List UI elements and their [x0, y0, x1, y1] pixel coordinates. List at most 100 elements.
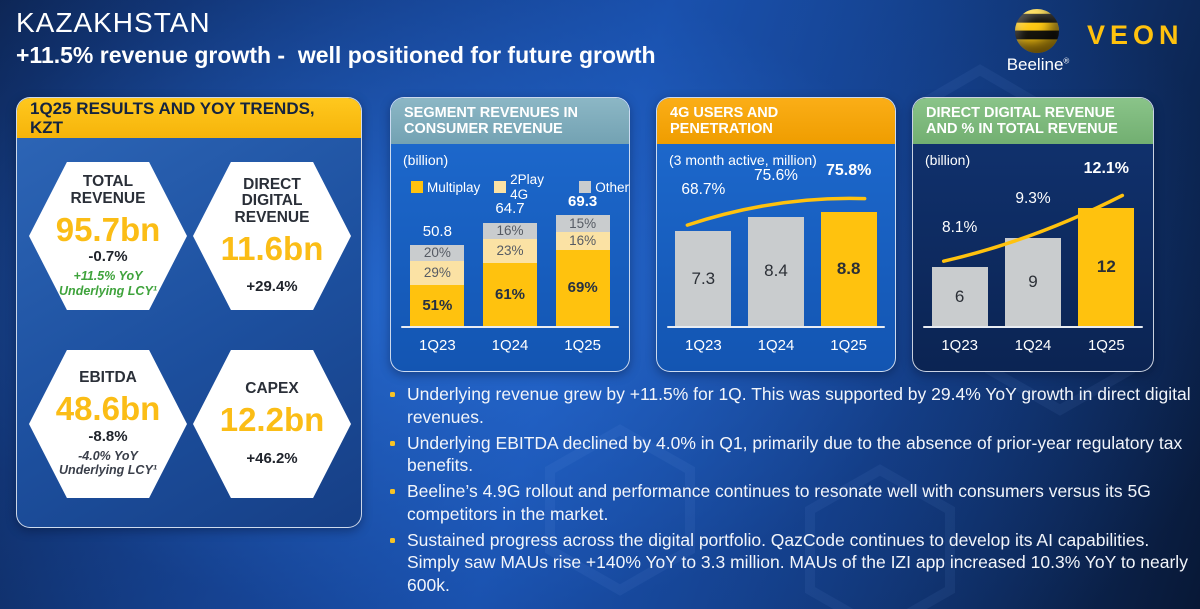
- bar-1Q23: 7.3: [675, 231, 732, 326]
- bar-1Q25: 8.8: [820, 211, 877, 326]
- legend-item-2play-4g: 2Play 4G: [494, 172, 565, 202]
- metric-change: +29.4%: [246, 278, 298, 296]
- metric-hexagon-3: EBITDA 48.6bn -8.8% -4.0% YoY Underlying LC…: [29, 350, 187, 498]
- legend-item-multiplay: Multiplay: [411, 172, 480, 202]
- legend-swatch: [494, 181, 507, 193]
- metric-title: EBITDA: [79, 369, 137, 387]
- x-axis-label: 1Q24: [491, 337, 529, 354]
- bar-segment-2play-4g: 16%: [555, 231, 610, 250]
- digital-revenue-panel: DIRECT DIGITAL REVENUE AND % IN TOTAL RE…: [912, 97, 1154, 372]
- 4g-x-axis: 1Q23 1Q24 1Q25: [667, 337, 885, 357]
- digital-x-axis: 1Q23 1Q24 1Q25: [923, 337, 1143, 357]
- bar-segment-multiplay: 51%: [410, 284, 465, 326]
- digital-axis-line: [923, 326, 1143, 328]
- segment-chart: (billion) Multiplay 2Play 4G Other 51% 29% 2…: [391, 144, 629, 371]
- segment-unit-label: (billion): [403, 152, 449, 168]
- bullet-item-1: Underlying revenue grew by +11.5% for 1Q…: [390, 383, 1200, 429]
- bar-value-label: 7.3: [691, 268, 716, 288]
- bullet-item-3: Beeline’s 4.9G rollout and performance c…: [390, 480, 1200, 526]
- bar-value-label: 6: [954, 286, 965, 306]
- legend-item-other: Other: [579, 172, 629, 202]
- bullet-text: Beeline’s 4.9G rollout and performance c…: [407, 481, 1151, 524]
- trend-value-label: 8.1%: [942, 219, 978, 237]
- bar-segment-other: 15%: [555, 215, 610, 232]
- metric-hexagon-1: TOTAL REVENUE 95.7bn -0.7% +11.5% YoY Under…: [29, 162, 187, 310]
- trend-value-label: 75.8%: [825, 161, 872, 179]
- stacked-bar-1Q25: 69% 16% 15%: [555, 215, 610, 326]
- segment-x-axis: 1Q23 1Q24 1Q25: [401, 337, 619, 357]
- segment-revenues-panel: SEGMENT REVENUES IN CONSUMER REVENUE (bi…: [390, 97, 630, 372]
- bullet-text: Underlying revenue grew by +11.5% for 1Q…: [407, 384, 1191, 427]
- trend-value-label: 9.3%: [1015, 189, 1051, 207]
- bar-segment-2play-4g: 29%: [410, 261, 465, 285]
- metric-value: 48.6bn: [55, 390, 161, 428]
- bar-segment-multiplay: 69%: [555, 249, 610, 326]
- bar-total-label: 69.3: [568, 193, 598, 211]
- segment-legend: Multiplay 2Play 4G Other: [411, 172, 629, 202]
- title-block: KAZAKHSTAN +11.5% revenue growth - well …: [16, 7, 656, 69]
- metric-hexagon-4: CAPEX 12.2bn +46.2%: [193, 350, 351, 498]
- page-title: KAZAKHSTAN: [16, 7, 211, 38]
- registered-mark: ®: [1063, 56, 1070, 66]
- bar-value-label: 8.8: [836, 258, 861, 278]
- segment-value-label: 51%: [422, 296, 453, 314]
- trend-line: [941, 193, 1125, 263]
- bar-segment-2play-4g: 23%: [483, 239, 537, 263]
- segment-value-label: 29%: [423, 265, 451, 281]
- 4g-plot-area: 7.3 68.7% 8.4 75.6% 8.8 75.8%: [667, 144, 885, 326]
- trend-value-label: 68.7%: [681, 181, 726, 199]
- metric-value: 12.2bn: [219, 401, 325, 439]
- digital-unit-label: (billion): [925, 152, 971, 168]
- segment-value-label: 16%: [569, 233, 597, 249]
- segment-plot-area: 51% 29% 20% 50.8 61% 23% 16% 64.7 69% 16% 15% 69.3: [401, 144, 619, 326]
- beeline-wordmark: Beeline®: [1006, 55, 1070, 74]
- segment-axis-line: [401, 326, 619, 328]
- 4g-users-panel: 4G USERS AND PENETRATION (3 month active…: [656, 97, 896, 372]
- legend-swatch: [579, 181, 592, 193]
- results-panel-header: 1Q25 RESULTS AND YOY TRENDS, KZT: [17, 98, 361, 138]
- metric-value: 11.6bn: [220, 229, 324, 267]
- x-axis-label: 1Q23: [684, 337, 722, 354]
- metrics-grid: TOTAL REVENUE 95.7bn -0.7% +11.5% YoY Under…: [17, 138, 361, 527]
- bar-segment-multiplay: 61%: [483, 262, 537, 326]
- metric-title: CAPEX: [245, 380, 299, 398]
- results-panel: 1Q25 RESULTS AND YOY TRENDS, KZT TOTAL R…: [16, 97, 362, 528]
- digital-plot-area: 6 8.1% 9 9.3% 12 12.1%: [923, 144, 1143, 326]
- bullet-text: Underlying EBITDA declined by 4.0% in Q1…: [407, 432, 1183, 476]
- bar-total-label: 64.7: [495, 200, 525, 218]
- segment-value-label: 20%: [423, 245, 451, 261]
- bullet-text: Sustained progress across the digital po…: [407, 529, 1188, 596]
- bullet-icon: [390, 392, 395, 397]
- bar-total-label: 50.8: [422, 222, 452, 240]
- x-axis-label: 1Q25: [830, 337, 867, 354]
- legend-swatch: [411, 181, 423, 193]
- segment-value-label: 69%: [567, 279, 598, 297]
- segment-value-label: 61%: [494, 285, 526, 303]
- metric-hexagon-2: DIRECT DIGITAL REVENUE 11.6bn +29.4%: [193, 162, 351, 310]
- legend-label: 2Play 4G: [510, 172, 544, 202]
- 4g-panel-header: 4G USERS AND PENETRATION: [657, 98, 895, 144]
- segment-value-label: 15%: [569, 215, 597, 231]
- metric-change: +46.2%: [246, 449, 298, 467]
- digital-panel-header: DIRECT DIGITAL REVENUE AND % IN TOTAL RE…: [913, 98, 1153, 144]
- bar-segment-other: 20%: [410, 244, 465, 261]
- bar-value-label: 8.4: [764, 261, 788, 281]
- x-axis-label: 1Q23: [941, 337, 979, 354]
- bar-1Q25: 12: [1078, 208, 1135, 326]
- x-axis-label: 1Q23: [418, 337, 456, 354]
- metric-note: -4.0% YoY Underlying LCY¹: [59, 448, 157, 478]
- bar-1Q24: 9: [1005, 237, 1061, 326]
- legend-label: Multiplay: [427, 179, 481, 195]
- metric-value: 95.7bn: [55, 210, 161, 248]
- commentary-list: Underlying revenue grew by +11.5% for 1Q…: [390, 383, 1200, 600]
- page-subtitle: +11.5% revenue growth - well positioned …: [16, 42, 656, 68]
- stacked-bar-1Q23: 51% 29% 20%: [410, 244, 465, 326]
- x-axis-label: 1Q24: [757, 337, 795, 354]
- segment-value-label: 23%: [496, 243, 524, 259]
- bullet-icon: [390, 537, 395, 543]
- x-axis-label: 1Q25: [564, 337, 601, 354]
- 4g-unit-label: (3 month active, million): [669, 152, 817, 168]
- x-axis-label: 1Q25: [1087, 337, 1125, 354]
- bar-value-label: 9: [1028, 271, 1038, 291]
- bullet-item-2: Underlying EBITDA declined by 4.0% in Q1…: [390, 432, 1200, 478]
